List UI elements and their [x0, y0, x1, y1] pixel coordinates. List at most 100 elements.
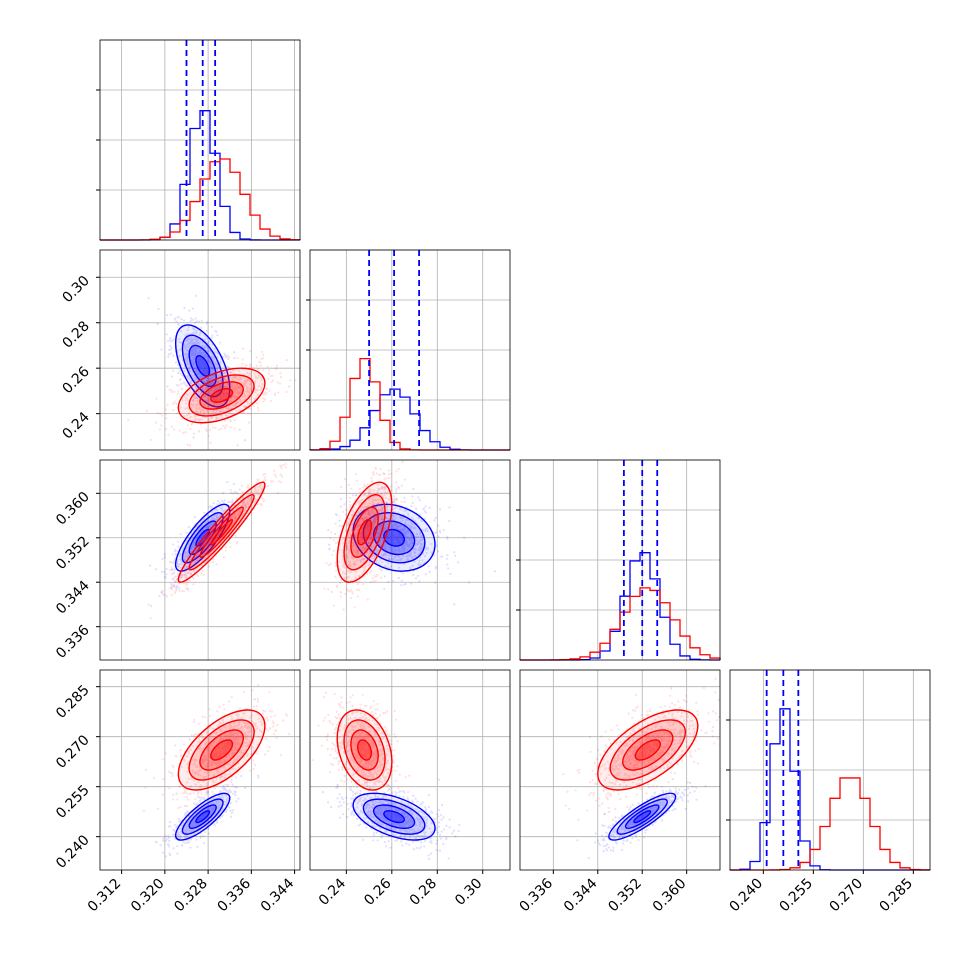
scatter-point [189, 550, 193, 553]
scatter-point [224, 426, 227, 429]
scatter-point [215, 800, 218, 803]
scatter-point [216, 821, 219, 824]
scatter-point [198, 332, 201, 335]
scatter-point [186, 580, 189, 583]
scatter-point [393, 522, 397, 525]
scatter-point [190, 423, 193, 426]
scatter-point [245, 503, 248, 507]
scatter-point [373, 574, 376, 578]
scatter-point [192, 356, 195, 360]
scatter-point [384, 548, 388, 551]
scatter-point [249, 366, 252, 369]
scatter-point [183, 573, 186, 577]
scatter-point [214, 388, 217, 391]
scatter-point [361, 557, 364, 561]
scatter-point [353, 522, 357, 525]
scatter-point [361, 558, 364, 561]
scatter-point [230, 791, 233, 794]
scatter-point [216, 503, 219, 506]
scatter-point [198, 365, 202, 368]
scatter-point [398, 548, 401, 551]
scatter-point [226, 391, 229, 394]
scatter-point [176, 560, 179, 564]
scatter-point [190, 546, 193, 550]
scatter-point [200, 360, 203, 363]
scatter-point [238, 510, 241, 513]
scatter-point [198, 341, 201, 344]
scatter-point [227, 366, 230, 369]
scatter-point [219, 386, 223, 390]
scatter-point [209, 810, 213, 813]
scatter-point [339, 582, 342, 585]
scatter-point [378, 531, 381, 534]
scatter-point [221, 808, 225, 811]
scatter-point [355, 528, 358, 531]
scatter-point [188, 365, 192, 368]
scatter-point [202, 388, 205, 391]
scatter-point [367, 522, 370, 525]
scatter-point [234, 402, 238, 405]
scatter-point [213, 405, 216, 408]
scatter-point [181, 399, 184, 402]
scatter-point [216, 388, 219, 391]
scatter-point [224, 395, 227, 398]
scatter-point [198, 816, 202, 819]
scatter-point [335, 569, 338, 572]
scatter-point [180, 318, 183, 321]
scatter-point [200, 392, 203, 395]
scatter-point [199, 374, 203, 377]
scatter-point [192, 364, 195, 367]
scatter-point [335, 513, 338, 517]
scatter-point [402, 546, 405, 550]
scatter-point [189, 846, 192, 849]
scatter-point [189, 556, 192, 560]
scatter-point [186, 414, 189, 417]
scatter-point [268, 369, 271, 372]
scatter-point [197, 371, 200, 374]
scatter-point [332, 549, 335, 552]
histogram-blue [729, 708, 930, 871]
scatter-point [363, 533, 367, 536]
scatter-point [178, 589, 181, 592]
scatter-point [240, 484, 243, 487]
scatter-point [254, 381, 257, 384]
scatter-point [417, 516, 420, 519]
scatter-point [211, 382, 214, 385]
scatter-point [191, 403, 195, 407]
scatter-point [203, 394, 206, 397]
scatter-point [282, 456, 284, 458]
scatter-point [228, 789, 231, 792]
scatter-point [259, 484, 262, 487]
scatter-point [387, 545, 390, 549]
scatter-point [235, 542, 239, 545]
scatter-point [225, 794, 228, 797]
scatter-point [199, 351, 203, 354]
scatter-point [341, 549, 344, 552]
scatter-point [241, 358, 244, 361]
scatter-point [276, 492, 280, 495]
scatter-point [328, 547, 331, 550]
scatter-point [380, 569, 383, 572]
scatter-point [403, 509, 407, 513]
scatter-point [216, 381, 219, 384]
scatter-point [405, 542, 408, 545]
scatter-point [194, 557, 197, 561]
scatter-point [194, 560, 197, 563]
scatter-point [384, 545, 387, 548]
scatter-point [196, 823, 199, 826]
scatter-point [186, 571, 190, 574]
scatter-point [234, 375, 237, 378]
scatter-point [388, 536, 392, 539]
scatter-point [392, 515, 396, 518]
scatter-point [354, 493, 358, 497]
scatter-point [199, 816, 202, 819]
scatter-point [259, 388, 263, 392]
scatter-point [366, 531, 369, 534]
scatter-point [194, 348, 197, 351]
scatter-point [205, 369, 209, 372]
scatter-point [377, 511, 381, 514]
scatter-point [196, 553, 199, 556]
scatter-point [367, 504, 370, 508]
scatter-point [411, 522, 414, 525]
scatter-point [259, 364, 262, 367]
